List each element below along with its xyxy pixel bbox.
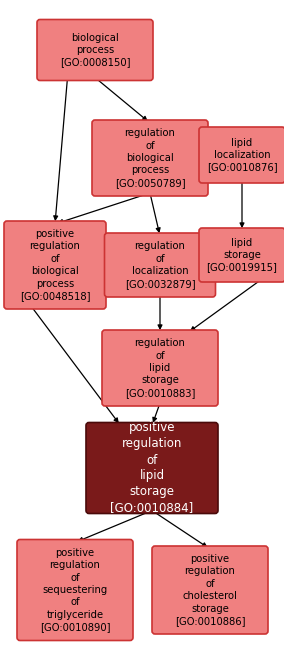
Text: biological
process
[GO:0008150]: biological process [GO:0008150] — [60, 32, 130, 67]
FancyBboxPatch shape — [86, 422, 218, 514]
Text: positive
regulation
of
sequestering
of
triglyceride
[GO:0010890]: positive regulation of sequestering of t… — [40, 548, 110, 632]
Text: lipid
localization
[GO:0010876]: lipid localization [GO:0010876] — [207, 137, 277, 173]
Text: regulation
of
biological
process
[GO:0050789]: regulation of biological process [GO:005… — [115, 128, 185, 188]
FancyBboxPatch shape — [105, 233, 216, 297]
Text: positive
regulation
of
lipid
storage
[GO:0010884]: positive regulation of lipid storage [GO… — [110, 422, 194, 514]
Text: regulation
of
localization
[GO:0032879]: regulation of localization [GO:0032879] — [125, 241, 195, 289]
Text: positive
regulation
of
cholesterol
storage
[GO:0010886]: positive regulation of cholesterol stora… — [175, 554, 245, 626]
FancyBboxPatch shape — [102, 330, 218, 406]
FancyBboxPatch shape — [92, 120, 208, 196]
FancyBboxPatch shape — [199, 127, 284, 183]
FancyBboxPatch shape — [17, 539, 133, 641]
FancyBboxPatch shape — [199, 228, 284, 282]
FancyBboxPatch shape — [4, 221, 106, 309]
Text: positive
regulation
of
biological
process
[GO:0048518]: positive regulation of biological proces… — [20, 229, 90, 301]
Text: lipid
storage
[GO:0019915]: lipid storage [GO:0019915] — [206, 237, 277, 272]
Text: regulation
of
lipid
storage
[GO:0010883]: regulation of lipid storage [GO:0010883] — [125, 338, 195, 398]
FancyBboxPatch shape — [37, 20, 153, 81]
FancyBboxPatch shape — [152, 546, 268, 634]
